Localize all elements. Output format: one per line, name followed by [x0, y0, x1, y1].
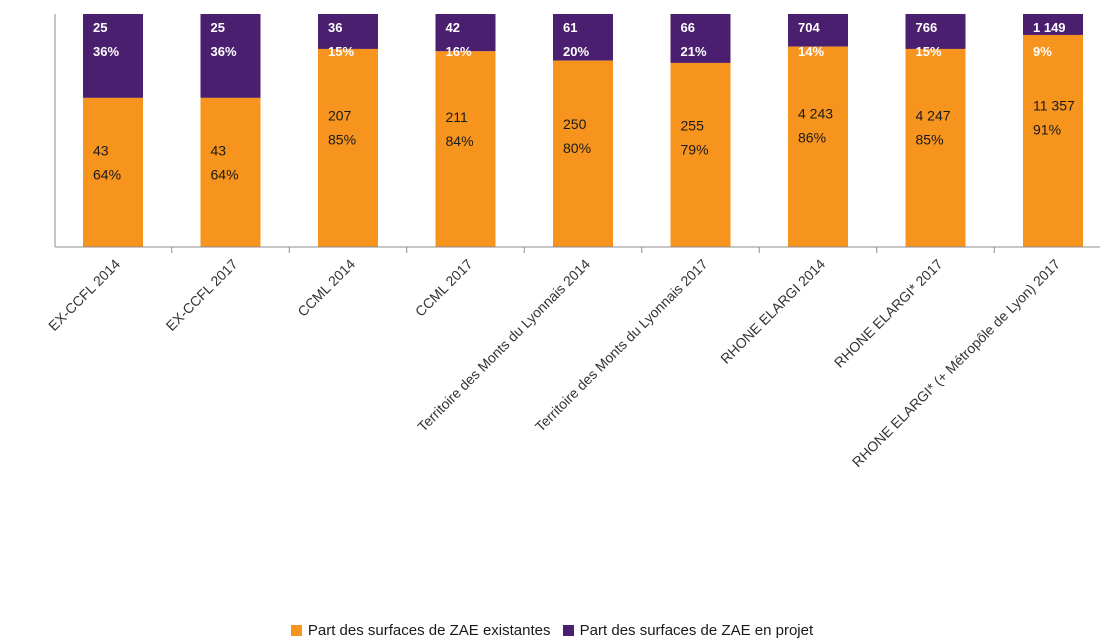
bar-projet-3 — [435, 14, 496, 52]
data-label-projet-value-8: 1 149 — [1033, 20, 1066, 35]
x-tick-label-8: RHONE ELARGI* (+ Métropôle de Lyon) 2017 — [849, 256, 1063, 470]
data-label-existantes-percent-4: 80% — [563, 140, 591, 156]
legend-label-existantes: Part des surfaces de ZAE existantes — [307, 622, 551, 639]
x-tick-label-6: RHONE ELARGI 2014 — [717, 256, 828, 367]
bars-layer: 25 36% 43 64% 25 36% 43 64% 36 15% 207 85% 42 16% 211 8… — [83, 14, 1083, 248]
data-label-existantes-value-5: 255 — [681, 117, 705, 133]
data-label-existantes-percent-5: 79% — [681, 141, 709, 157]
data-label-projet-value-0: 25 — [93, 20, 107, 35]
bar-existantes-1 — [200, 97, 261, 247]
bar-projet-2 — [318, 14, 378, 49]
data-label-projet-value-7: 766 — [916, 20, 938, 35]
data-label-existantes-value-8: 11 357 — [1033, 97, 1075, 113]
data-label-projet-percent-7: 15% — [916, 44, 942, 59]
data-label-projet-percent-8: 9% — [1033, 44, 1052, 59]
data-label-projet-value-5: 66 — [681, 20, 695, 35]
data-label-projet-percent-4: 20% — [563, 44, 589, 59]
bar-projet-6 — [788, 14, 848, 47]
legend-item-existantes: Part des surfaces de ZAE existantes — [290, 622, 551, 639]
data-label-projet-value-1: 25 — [211, 20, 225, 35]
data-label-existantes-value-3: 211 — [446, 109, 469, 125]
legend-swatch-projet — [562, 625, 574, 636]
legend: Part des surfaces de ZAE existantes Part… — [0, 622, 1104, 640]
legend-label-projet: Part des surfaces de ZAE en projet — [579, 622, 814, 639]
data-label-projet-value-6: 704 — [798, 20, 820, 35]
x-tick-label-7: RHONE ELARGI* 2017 — [831, 256, 946, 371]
data-label-existantes-value-4: 250 — [563, 116, 587, 132]
x-tick-label-0: EX-CCFL 2014 — [45, 256, 123, 334]
data-label-projet-value-2: 36 — [328, 20, 342, 35]
data-label-existantes-value-7: 4 247 — [916, 107, 951, 123]
x-tick-label-1: EX-CCFL 2017 — [163, 256, 241, 334]
data-label-projet-percent-5: 21% — [681, 44, 707, 59]
bar-projet-4 — [553, 14, 613, 61]
data-label-projet-percent-1: 36% — [211, 44, 237, 59]
data-label-projet-value-3: 42 — [446, 20, 460, 35]
bar-existantes-3 — [435, 51, 496, 247]
bar-existantes-6 — [788, 46, 848, 248]
data-label-existantes-percent-0: 64% — [93, 167, 121, 183]
data-label-existantes-value-1: 43 — [211, 143, 227, 159]
axes-layer — [54, 14, 1100, 253]
data-label-existantes-percent-7: 85% — [916, 131, 944, 147]
data-label-projet-percent-0: 36% — [93, 44, 119, 59]
bar-projet-7 — [905, 14, 966, 49]
data-label-existantes-percent-6: 86% — [798, 130, 826, 146]
legend-item-projet: Part des surfaces de ZAE en projet — [562, 622, 814, 639]
bar-projet-5 — [670, 14, 731, 63]
bar-existantes-0 — [83, 97, 143, 247]
bar-projet-0 — [83, 14, 143, 98]
bar-existantes-2 — [318, 48, 378, 248]
x-tick-label-2: CCML 2014 — [294, 256, 358, 320]
data-label-existantes-percent-8: 91% — [1033, 121, 1061, 137]
bar-existantes-7 — [905, 48, 966, 248]
bar-existantes-5 — [670, 62, 731, 248]
data-label-projet-percent-3: 16% — [446, 44, 472, 59]
data-label-existantes-percent-3: 84% — [446, 133, 474, 149]
x-tick-label-3: CCML 2017 — [412, 256, 476, 320]
data-label-existantes-percent-1: 64% — [211, 167, 239, 183]
legend-swatch-existantes — [290, 625, 302, 636]
tick-labels-layer: EX-CCFL 2014 EX-CCFL 2017 CCML 2014 CCML 20… — [45, 256, 1063, 470]
data-label-existantes-value-0: 43 — [93, 143, 109, 159]
data-label-existantes-value-6: 4 243 — [798, 106, 833, 122]
bar-projet-1 — [200, 14, 261, 98]
bar-existantes-8 — [1023, 34, 1083, 247]
bar-existantes-4 — [553, 60, 613, 247]
data-label-projet-value-4: 61 — [563, 20, 577, 35]
data-label-existantes-percent-2: 85% — [328, 131, 356, 147]
data-label-existantes-value-2: 207 — [328, 107, 352, 123]
data-label-projet-percent-2: 15% — [328, 44, 354, 59]
data-label-projet-percent-6: 14% — [798, 44, 824, 59]
bar-projet-8 — [1023, 14, 1083, 35]
